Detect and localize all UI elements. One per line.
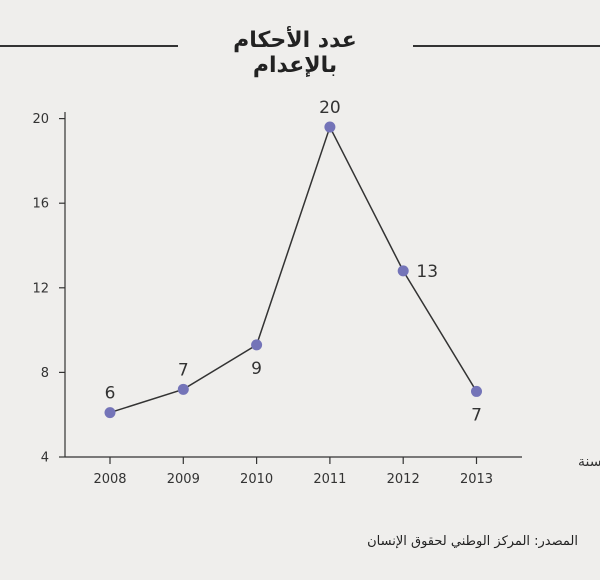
data-label: 6 <box>105 384 116 404</box>
title-rule-left <box>0 45 178 47</box>
x-axis-ticks: 2008 2009 2010 2011 2012 2013 <box>93 457 493 487</box>
y-tick-label: 12 <box>32 281 49 296</box>
series-line <box>109 125 478 414</box>
y-tick-label: 8 <box>41 366 49 381</box>
data-series <box>104 121 482 419</box>
data-point <box>104 407 116 419</box>
chart-title: عدد الأحكام بالإعدام <box>233 28 357 78</box>
chart-axes: السنة <box>64 112 600 470</box>
x-tick-label: 2011 <box>313 472 346 487</box>
title-row: عدد الأحكام بالإعدام <box>0 26 600 78</box>
x-tick-label: 2008 <box>93 472 126 487</box>
data-label: 13 <box>416 262 438 282</box>
data-label: 9 <box>251 359 262 379</box>
title-rule-right <box>413 45 600 47</box>
x-axis-title: السنة <box>578 454 600 470</box>
y-tick-label: 16 <box>32 197 49 212</box>
y-tick-label: 20 <box>32 112 49 127</box>
data-label: 7 <box>178 360 189 380</box>
data-point <box>397 265 409 277</box>
x-tick-label: 2009 <box>167 472 200 487</box>
data-point <box>471 385 482 397</box>
data-point <box>177 383 189 395</box>
data-label: 7 <box>471 405 482 425</box>
data-label: 20 <box>319 98 341 118</box>
x-tick-label: 2010 <box>240 472 273 487</box>
y-tick-label: 4 <box>41 451 49 466</box>
x-tick-label: 2012 <box>387 472 420 487</box>
y-axis-ticks: 4 8 12 16 20 <box>32 112 65 466</box>
source-note: المصدر: المركز الوطني لحقوق الإنسان <box>367 534 578 549</box>
data-labels: 6 7 9 20 13 7 <box>105 98 482 425</box>
data-point <box>324 121 336 133</box>
data-point <box>251 339 263 351</box>
x-tick-label: 2013 <box>460 472 493 487</box>
